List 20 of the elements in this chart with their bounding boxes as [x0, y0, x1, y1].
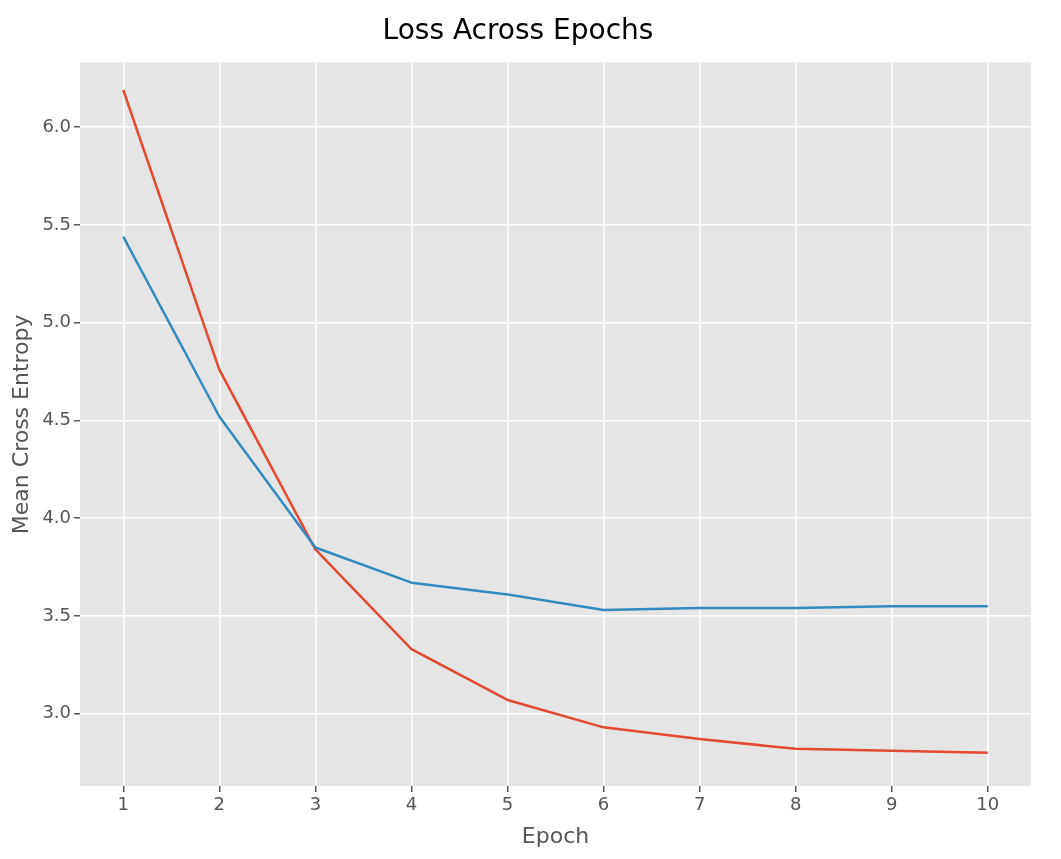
x-tick-label: 6 — [597, 793, 610, 815]
y-tick-label: 5.5 — [42, 212, 72, 234]
chart-title: Loss Across Epochs — [382, 13, 654, 47]
x-axis-title: Epoch — [521, 822, 590, 848]
x-tick-label: 1 — [117, 793, 129, 815]
x-tick-label: 9 — [885, 793, 898, 815]
x-tick-label: 8 — [789, 793, 802, 815]
y-tick-label: 6.0 — [42, 114, 72, 136]
y-tick-label: 3.0 — [42, 701, 72, 723]
x-tick-label: 10 — [976, 793, 1000, 815]
x-tick-label: 2 — [213, 793, 226, 815]
x-tick-label: 4 — [405, 793, 418, 815]
y-axis-title: Mean Cross Entropy — [7, 314, 33, 535]
x-tick-label: 5 — [501, 793, 514, 815]
y-tick-label: 5.0 — [42, 310, 72, 332]
x-tick-label: 3 — [309, 793, 322, 815]
x-tick-label: 7 — [693, 793, 706, 815]
y-tick-label: 3.5 — [42, 603, 72, 625]
y-tick-label: 4.5 — [42, 408, 72, 430]
y-tick-label: 4.0 — [42, 505, 72, 527]
